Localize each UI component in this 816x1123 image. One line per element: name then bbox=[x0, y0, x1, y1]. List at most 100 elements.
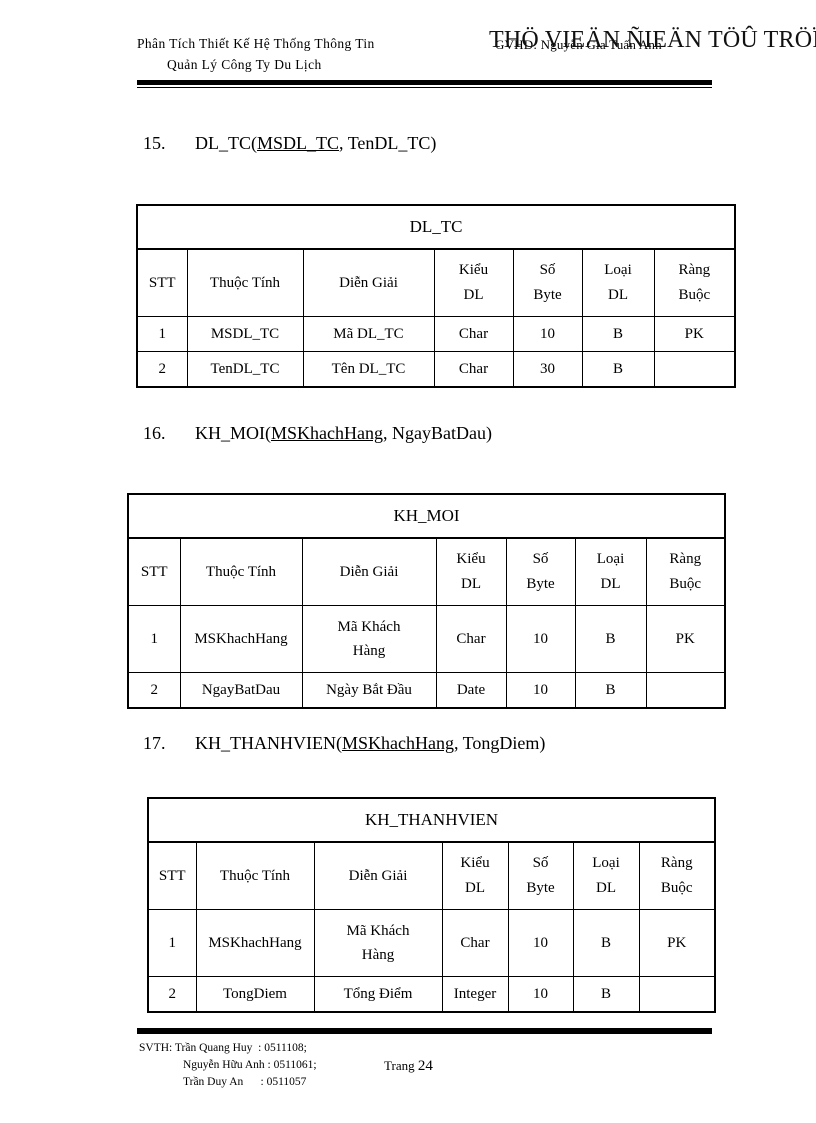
col-header-kieu-dl: Kiểu DL bbox=[433, 248, 514, 317]
col-header-thuoc-tinh: Thuộc Tính bbox=[186, 248, 304, 317]
col-header-stt: STT bbox=[147, 841, 197, 910]
col-header-loai-dl-line1: Loại bbox=[604, 262, 632, 278]
cell-thuoc-tinh: MSKhachHang bbox=[195, 909, 315, 977]
table-row: 2 TenDL_TC Tên DL_TC Char 30 B bbox=[136, 351, 736, 388]
col-header-so-byte-line2: Byte bbox=[526, 576, 555, 592]
col-header-so-byte-line1: Số bbox=[532, 855, 549, 871]
section-heading-17: 17. KH_THANHVIEN(MSKhachHang, TongDiem) bbox=[143, 731, 545, 755]
table-title-row: KH_MOI bbox=[126, 493, 727, 539]
table-row: 1 MSKhachHang Mã Khách Hàng Char 10 B PK bbox=[127, 605, 726, 673]
table-dl-tc: DL_TC STT Thuộc Tính Diễn Giải Kiểu DL S… bbox=[135, 204, 737, 388]
col-header-loai-dl-line2: DL bbox=[600, 576, 621, 592]
cell-kieu-dl: Char bbox=[441, 909, 509, 977]
cell-stt: 2 bbox=[136, 351, 188, 388]
col-header-so-byte: Số Byte bbox=[512, 248, 583, 317]
header-title-line2: Quản Lý Công Ty Du Lịch bbox=[167, 57, 322, 72]
cell-dien-giai: Ngày Bắt Đầu bbox=[301, 672, 437, 709]
section-heading-16: 16. KH_MOI(MSKhachHang, NgayBatDau) bbox=[143, 421, 492, 445]
cell-dien-giai-line1: Mã Khách bbox=[346, 923, 410, 939]
footer-rule bbox=[137, 1028, 712, 1034]
table-kh-thanhvien: KH_THANHVIEN STT Thuộc Tính Diễn Giải Ki… bbox=[146, 797, 717, 1013]
footer-student-3: Trần Duy An : 0511057 bbox=[183, 1076, 307, 1088]
cell-rang-buoc: PK bbox=[638, 909, 716, 977]
relation-suffix-17: , TongDiem) bbox=[453, 733, 546, 753]
cell-so-byte: 10 bbox=[512, 316, 583, 352]
footer-student-2: Nguyễn Hữu Anh : 0511061; bbox=[183, 1059, 317, 1071]
col-header-loai-dl: Loại DL bbox=[572, 841, 640, 910]
cell-so-byte: 10 bbox=[507, 909, 574, 977]
col-header-stt: STT bbox=[136, 248, 188, 317]
cell-dien-giai-line2: Hàng bbox=[352, 643, 386, 659]
col-header-so-byte-line1: Số bbox=[539, 262, 556, 278]
col-header-loai-dl-line2: DL bbox=[596, 880, 616, 896]
cell-kieu-dl: Date bbox=[435, 672, 507, 709]
col-header-loai-dl: Loại DL bbox=[581, 248, 655, 317]
cell-kieu-dl: Char bbox=[433, 351, 514, 388]
cell-rang-buoc bbox=[645, 672, 726, 709]
header-rule-thin bbox=[137, 87, 712, 88]
cell-stt: 1 bbox=[136, 316, 188, 352]
cell-thuoc-tinh: MSKhachHang bbox=[179, 605, 303, 673]
cell-stt: 2 bbox=[127, 672, 181, 709]
col-header-rang-buoc-line1: Ràng bbox=[669, 551, 702, 567]
cell-so-byte: 10 bbox=[505, 672, 576, 709]
relation-key-16: MSKhachHang bbox=[271, 423, 383, 443]
col-header-kieu-dl-line2: DL bbox=[465, 880, 485, 896]
cell-dien-giai-line1: Mã Khách bbox=[337, 619, 401, 635]
col-header-kieu-dl: Kiểu DL bbox=[441, 841, 509, 910]
table-title-row: KH_THANHVIEN bbox=[146, 797, 717, 843]
cell-rang-buoc: PK bbox=[653, 316, 736, 352]
relation-prefix-17: KH_THANHVIEN( bbox=[195, 733, 342, 753]
col-header-so-byte: Số Byte bbox=[505, 537, 576, 606]
cell-so-byte: 30 bbox=[512, 351, 583, 388]
section-heading-15: 15. DL_TC(MSDL_TC, TenDL_TC) bbox=[143, 131, 436, 155]
col-header-rang-buoc-line2: Buộc bbox=[669, 576, 702, 592]
footer-student-1: SVTH: Trần Quang Huy : 0511108; bbox=[139, 1042, 307, 1054]
col-header-loai-dl-line2: DL bbox=[608, 287, 628, 303]
col-header-so-byte-line2: Byte bbox=[526, 880, 555, 896]
col-header-loai-dl-line1: Loại bbox=[592, 855, 620, 871]
col-header-rang-buoc-line2: Buộc bbox=[678, 287, 711, 303]
cell-kieu-dl: Integer bbox=[441, 976, 509, 1013]
col-header-dien-giai: Diễn Giải bbox=[302, 248, 435, 317]
col-header-thuoc-tinh: Thuộc Tính bbox=[179, 537, 303, 606]
cell-loai-dl: B bbox=[572, 909, 640, 977]
cell-dien-giai: Tổng Điểm bbox=[313, 976, 443, 1013]
table-row: 2 TongDiem Tổng Điểm Integer 10 B bbox=[147, 976, 716, 1013]
table-header-row: STT Thuộc Tính Diễn Giải Kiểu DL Số Byte… bbox=[136, 248, 736, 317]
table-title: KH_THANHVIEN bbox=[146, 797, 717, 843]
cell-so-byte: 10 bbox=[507, 976, 574, 1013]
header-rule-thick bbox=[137, 80, 712, 85]
col-header-so-byte-line1: Số bbox=[532, 551, 549, 567]
table-row: 1 MSDL_TC Mã DL_TC Char 10 B PK bbox=[136, 316, 736, 352]
cell-thuoc-tinh: NgayBatDau bbox=[179, 672, 303, 709]
table-header-row: STT Thuộc Tính Diễn Giải Kiểu DL Số Byte… bbox=[147, 841, 716, 910]
cell-dien-giai: Mã DL_TC bbox=[302, 316, 435, 352]
cell-loai-dl: B bbox=[572, 976, 640, 1013]
cell-stt: 1 bbox=[147, 909, 197, 977]
col-header-rang-buoc-line2: Buộc bbox=[660, 880, 693, 896]
cell-thuoc-tinh: MSDL_TC bbox=[186, 316, 304, 352]
cell-rang-buoc bbox=[638, 976, 716, 1013]
col-header-kieu-dl-line2: DL bbox=[463, 287, 484, 303]
header-instructor: GVHD: Nguyễn Gia Tuấn Anh bbox=[495, 37, 662, 52]
col-header-dien-giai: Diễn Giải bbox=[301, 537, 437, 606]
col-header-dien-giai: Diễn Giải bbox=[313, 841, 443, 910]
col-header-rang-buoc-line1: Ràng bbox=[660, 855, 693, 871]
page-number-text: Trang bbox=[384, 1058, 418, 1073]
table-row: 2 NgayBatDau Ngày Bắt Đầu Date 10 B bbox=[127, 672, 726, 709]
cell-loai-dl: B bbox=[574, 672, 647, 709]
cell-kieu-dl: Char bbox=[433, 316, 514, 352]
cell-thuoc-tinh: TenDL_TC bbox=[186, 351, 304, 388]
col-header-stt: STT bbox=[127, 537, 181, 606]
relation-suffix-15: , TenDL_TC) bbox=[339, 133, 437, 153]
cell-dien-giai: Mã Khách Hàng bbox=[313, 909, 443, 977]
col-header-rang-buoc: Ràng Buộc bbox=[638, 841, 716, 910]
cell-dien-giai-line2: Hàng bbox=[361, 947, 395, 963]
cell-so-byte: 10 bbox=[505, 605, 576, 673]
cell-dien-giai: Mã Khách Hàng bbox=[301, 605, 437, 673]
cell-kieu-dl: Char bbox=[435, 605, 507, 673]
relation-prefix-15: DL_TC( bbox=[195, 133, 257, 153]
cell-rang-buoc: PK bbox=[645, 605, 726, 673]
col-header-rang-buoc: Ràng Buộc bbox=[653, 248, 736, 317]
